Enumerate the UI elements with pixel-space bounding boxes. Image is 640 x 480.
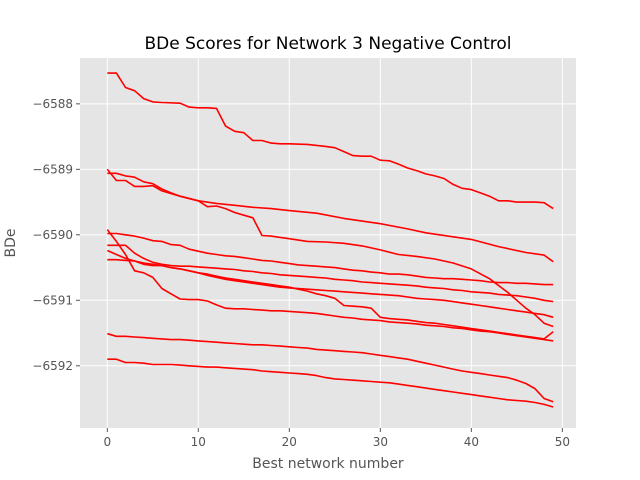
plot-area	[80, 58, 576, 428]
y-tick-label: −6589	[32, 162, 73, 176]
y-tick-label: −6590	[32, 228, 73, 242]
y-tick-label: −6592	[32, 359, 73, 373]
y-axis-ticks: −6588 −6589 −6590 −6591 −6592	[32, 97, 80, 373]
chart-title: BDe Scores for Network 3 Negative Contro…	[144, 34, 511, 54]
x-tick-label: 50	[555, 435, 570, 449]
series-line-7	[106, 229, 554, 342]
x-axis-ticks: 0 10 20 30 40 50	[103, 428, 570, 449]
y-axis-label: BDe	[3, 229, 19, 258]
series-lines	[106, 72, 554, 408]
x-tick-label: 0	[103, 435, 111, 449]
grid-lines	[80, 58, 576, 428]
y-tick-label: −6588	[32, 97, 73, 111]
series-line-2	[106, 168, 554, 263]
x-tick-label: 10	[191, 435, 206, 449]
x-tick-label: 40	[464, 435, 479, 449]
series-line-8	[107, 258, 554, 340]
y-tick-label: −6591	[32, 293, 73, 307]
series-line-10	[107, 358, 554, 408]
x-tick-label: 20	[282, 435, 297, 449]
series-line-4	[107, 232, 554, 286]
series-line-1	[107, 72, 554, 210]
series-line-9	[107, 332, 554, 403]
x-axis-label: Best network number	[252, 456, 404, 472]
x-tick-label: 30	[373, 435, 388, 449]
series-line-3	[107, 172, 554, 328]
series-line-5	[107, 244, 554, 303]
